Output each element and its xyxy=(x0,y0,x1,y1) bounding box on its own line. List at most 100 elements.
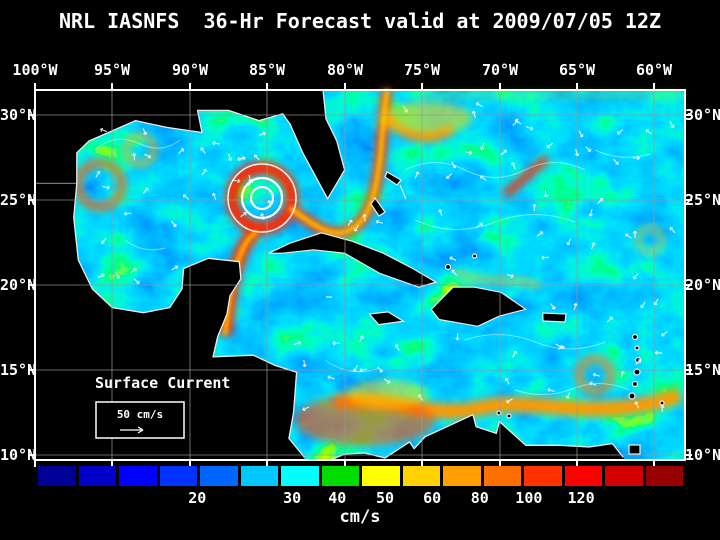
velocity-arrow-icon xyxy=(142,187,149,194)
velocity-arrow-icon xyxy=(566,238,572,246)
velocity-arrow-icon xyxy=(634,401,640,409)
lat-label: 25°N xyxy=(685,191,720,209)
velocity-arrow-icon xyxy=(144,153,152,159)
velocity-arrow-icon xyxy=(574,148,580,157)
surface-current-label: Surface Current xyxy=(95,374,230,392)
map-border xyxy=(34,89,686,461)
velocity-arrow-icon xyxy=(123,211,132,216)
island-antilles xyxy=(631,333,639,341)
lon-label: 70°W xyxy=(481,61,519,79)
velocity-arrow-icon xyxy=(142,128,148,136)
colorbar-segment xyxy=(159,466,197,486)
island-puerto-rico xyxy=(542,312,567,323)
velocity-arrow-icon xyxy=(541,255,550,260)
colorbar-segment xyxy=(240,466,278,486)
velocity-arrow-icon xyxy=(267,199,272,208)
lon-label: 80°W xyxy=(326,61,364,79)
scale-legend: 50 cm/s xyxy=(95,401,185,439)
lon-label: 100°W xyxy=(12,61,58,79)
velocity-arrow-icon xyxy=(476,222,483,228)
velocity-arrow-icon xyxy=(438,209,443,217)
velocity-arrow-icon xyxy=(212,141,220,146)
velocity-arrow-icon xyxy=(240,212,247,218)
colorbar-tick-label: 60 xyxy=(423,489,442,507)
scale-label: 50 cm/s xyxy=(117,408,163,421)
velocity-arrow-icon xyxy=(253,154,260,161)
velocity-arrow-icon xyxy=(377,366,383,373)
velocity-arrow-icon xyxy=(101,237,107,245)
velocity-arrow-icon xyxy=(200,147,206,154)
colorbar-segment xyxy=(483,466,521,486)
velocity-arrow-icon xyxy=(480,175,487,181)
island xyxy=(472,253,478,259)
velocity-arrow-icon xyxy=(353,364,358,372)
island-bahamas xyxy=(384,171,402,186)
velocity-arrow-icon xyxy=(102,185,110,190)
velocity-arrow-icon xyxy=(573,302,578,311)
velocity-arrow-icon xyxy=(238,156,246,161)
velocity-arrow-icon xyxy=(449,256,457,262)
velocity-arrow-icon xyxy=(504,377,510,385)
colorbar-segment xyxy=(281,466,319,486)
velocity-arrow-icon xyxy=(613,158,619,165)
loop-current-eddy xyxy=(227,163,297,233)
velocity-arrow-icon xyxy=(635,359,642,366)
velocity-arrow-icon xyxy=(645,129,652,135)
island-trinidad xyxy=(628,444,641,455)
velocity-arrow-icon xyxy=(591,242,596,250)
velocity-arrow-icon xyxy=(302,359,307,368)
velocity-arrow-icon xyxy=(661,331,668,337)
velocity-arrow-icon xyxy=(506,273,514,279)
velocity-arrow-icon xyxy=(620,371,625,379)
colorbar-segment xyxy=(524,466,562,486)
velocity-arrow-icon xyxy=(178,148,185,154)
velocity-arrow-icon xyxy=(451,161,457,169)
velocity-arrow-icon xyxy=(511,162,516,170)
velocity-arrow-icon xyxy=(557,345,565,350)
colorbar-segment xyxy=(645,466,683,486)
island-antilles xyxy=(628,392,636,400)
velocity-arrow-icon xyxy=(471,110,477,118)
colorbar-ticks: 20 30 40 50 60 80 100 120 xyxy=(38,489,683,507)
lat-label: 15°N xyxy=(685,361,720,379)
lat-label: 20°N xyxy=(685,276,720,294)
velocity-arrow-icon xyxy=(171,265,179,271)
velocity-arrow-icon xyxy=(359,368,367,373)
velocity-vectors xyxy=(95,102,676,413)
velocity-arrow-icon xyxy=(512,350,518,358)
velocity-arrow-icon xyxy=(547,387,555,393)
lon-label: 85°W xyxy=(248,61,286,79)
island xyxy=(444,263,452,271)
velocity-arrow-icon xyxy=(170,220,177,228)
velocity-arrow-icon xyxy=(332,341,340,346)
island-barbados xyxy=(659,400,665,406)
colorbar-segment xyxy=(564,466,602,486)
velocity-arrow-icon xyxy=(302,406,310,412)
colorbar-tick-label: 100 xyxy=(515,489,543,507)
island-bahamas xyxy=(399,184,407,200)
island-antilles xyxy=(631,380,639,388)
colorbar-tick-label: 120 xyxy=(567,489,595,507)
velocity-arrow-icon xyxy=(640,301,646,309)
velocity-arrow-icon xyxy=(669,227,676,234)
colorbar-tick-label: 40 xyxy=(328,489,347,507)
velocity-arrow-icon xyxy=(589,381,597,386)
velocity-arrow-icon xyxy=(632,273,639,280)
colorbar-tick-label: 80 xyxy=(470,489,489,507)
velocity-arrow-icon xyxy=(550,303,556,310)
velocity-arrow-icon xyxy=(294,340,302,346)
velocity-arrow-icon xyxy=(115,271,120,279)
velocity-arrow-icon xyxy=(248,179,253,187)
velocity-arrow-icon xyxy=(359,335,364,343)
velocity-arrow-icon xyxy=(133,278,140,285)
velocity-arrow-icon xyxy=(543,189,548,198)
colorbar-segment xyxy=(78,466,116,486)
lon-label: 65°W xyxy=(558,61,596,79)
velocity-arrow-icon xyxy=(525,126,534,131)
velocity-arrow-icon xyxy=(625,233,632,239)
velocity-arrow-icon xyxy=(394,344,400,351)
lat-label: 10°N xyxy=(0,446,37,464)
lat-label: 30°N xyxy=(0,106,37,124)
velocity-arrow-icon xyxy=(616,129,624,135)
